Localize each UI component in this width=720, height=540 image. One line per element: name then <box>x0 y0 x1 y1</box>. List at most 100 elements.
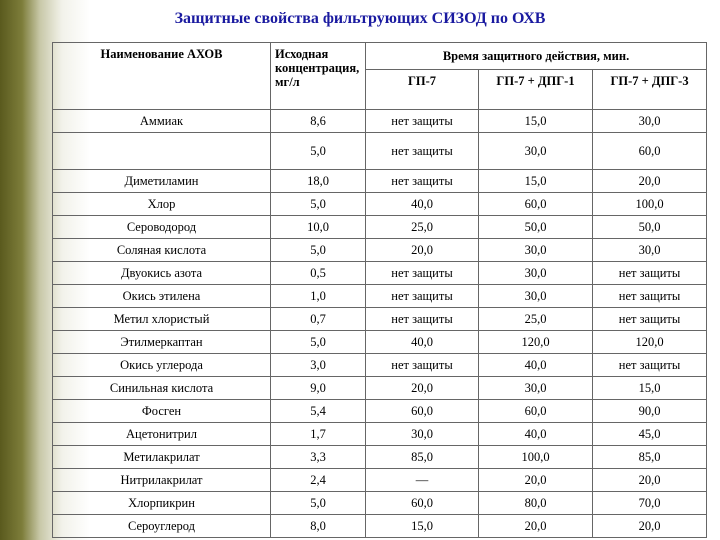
cell-name: Аммиак <box>52 109 271 133</box>
cell-gp7: нет защиты <box>365 307 479 331</box>
cell-concentration: 8,0 <box>270 514 366 538</box>
cell-gp7: 15,0 <box>365 514 479 538</box>
cell-gp7-dpg3: 20,0 <box>591 468 708 492</box>
table-row: Сероуглерод 8,0 15,0 20,0 20,0 <box>52 514 708 538</box>
table-row: Окись этилена 1,0 нет защиты 30,0 нет защиты <box>52 284 708 308</box>
cell-gp7: 60,0 <box>365 399 479 423</box>
cell-gp7-dpg1: 80,0 <box>478 491 593 515</box>
cell-name: Ацетонитрил <box>52 422 271 446</box>
cell-concentration: 9,0 <box>270 376 366 400</box>
cell-concentration: 18,0 <box>270 169 366 193</box>
cell-name: Окись этилена <box>52 284 271 308</box>
cell-gp7-dpg1: 15,0 <box>478 169 593 193</box>
cell-name: Соляная кислота <box>52 238 271 262</box>
table-row: Нитрилакрилат 2,4—20,0 20,0 <box>52 468 708 492</box>
table-row: Сероводород 10,0 25,0 50,0 50,0 <box>52 215 708 239</box>
cell-concentration: 0,7 <box>270 307 366 331</box>
table-row: Этилмеркаптан 5,0 40,0 120,0 120,0 <box>52 330 708 354</box>
table-row: Диметиламин 18,0 нет защиты 15,0 20,0 <box>52 169 708 193</box>
cell-gp7: 40,0 <box>365 192 479 216</box>
cell-gp7: 20,0 <box>365 238 479 262</box>
cell-gp7: — <box>365 468 479 492</box>
cell-name: Сероводород <box>52 215 271 239</box>
cell-gp7: 40,0 <box>365 330 479 354</box>
cell-concentration: 5,0 <box>270 132 366 170</box>
page-title: Защитные свойства фильтрующих СИЗОД по О… <box>174 10 546 27</box>
cell-gp7-dpg1: 30,0 <box>478 261 593 285</box>
cell-gp7: 85,0 <box>365 445 479 469</box>
cell-gp7: 60,0 <box>365 491 479 515</box>
cell-name: Хлорпикрин <box>52 491 271 515</box>
cell-gp7-dpg3: 50,0 <box>591 215 708 239</box>
cell-name: Двуокись азота <box>52 261 271 285</box>
cell-gp7-dpg1: 20,0 <box>478 468 593 492</box>
cell-gp7: нет защиты <box>365 261 479 285</box>
cell-gp7-dpg1: 60,0 <box>478 192 593 216</box>
cell-concentration: 0,5 <box>270 261 366 285</box>
cell-gp7-dpg3: 90,0 <box>591 399 708 423</box>
cell-gp7: 20,0 <box>365 376 479 400</box>
table-row: Синильная кислота 9,0 20,0 30,0 15,0 <box>52 376 708 400</box>
cell-gp7: 30,0 <box>365 422 479 446</box>
table-row: Двуокись азота 0,5 нет защиты 30,0 нет защит… <box>52 261 708 285</box>
table-row: Аммиак 8,6 нет защиты 15,0 30,0 <box>52 109 708 133</box>
cell-gp7-dpg3: 120,0 <box>591 330 708 354</box>
cell-gp7-dpg1: 40,0 <box>478 422 593 446</box>
header-gp7-dpg3: ГП-7 + ДПГ-3 <box>591 69 708 110</box>
cell-gp7-dpg1: 25,0 <box>478 307 593 331</box>
cell-name: Сероуглерод <box>52 514 271 538</box>
cell-concentration: 5,0 <box>270 192 366 216</box>
cell-gp7: нет защиты <box>365 169 479 193</box>
cell-gp7-dpg1: 40,0 <box>478 353 593 377</box>
table-row: Соляная кислота 5,0 20,0 30,0 30,0 <box>52 238 708 262</box>
cell-name: Синильная кислота <box>52 376 271 400</box>
cell-gp7-dpg1: 15,0 <box>478 109 593 133</box>
cell-concentration: 1,7 <box>270 422 366 446</box>
header-gp7: ГП-7 <box>365 69 479 110</box>
cell-gp7-dpg1: 30,0 <box>478 376 593 400</box>
cell-name: Метилакрилат <box>52 445 271 469</box>
header-concentration: Исходная концентрация, мг/л <box>270 42 366 110</box>
cell-gp7: 25,0 <box>365 215 479 239</box>
cell-concentration: 5,0 <box>270 491 366 515</box>
cell-gp7-dpg3: 20,0 <box>591 514 708 538</box>
table-row: Фосген 5,4 60,0 60,0 90,0 <box>52 399 708 423</box>
cell-gp7-dpg3: 60,0 <box>591 132 708 170</box>
cell-gp7-dpg1: 100,0 <box>478 445 593 469</box>
cell-concentration: 5,0 <box>270 238 366 262</box>
table-row: Окись углерода 3,0 нет защиты 40,0 нет защит… <box>52 353 708 377</box>
cell-name: Метил хлористый <box>52 307 271 331</box>
table-row: Метилакрилат 3,3 85,0 100,0 85,0 <box>52 445 708 469</box>
protection-table: Наименование АХОВ Исходная концентрация,… <box>52 41 708 538</box>
cell-name: Нитрилакрилат <box>52 468 271 492</box>
cell-gp7-dpg1: 30,0 <box>478 132 593 170</box>
cell-gp7-dpg3: 70,0 <box>591 491 708 515</box>
cell-gp7-dpg1: 60,0 <box>478 399 593 423</box>
table-row: Хлорпикрин 5,0 60,0 80,0 70,0 <box>52 491 708 515</box>
cell-gp7-dpg3: 85,0 <box>591 445 708 469</box>
cell-gp7-dpg1: 20,0 <box>478 514 593 538</box>
cell-name <box>52 132 271 170</box>
cell-concentration: 3,3 <box>270 445 366 469</box>
cell-concentration: 5,4 <box>270 399 366 423</box>
cell-name: Окись углерода <box>52 353 271 377</box>
cell-gp7: нет защиты <box>365 284 479 308</box>
cell-concentration: 5,0 <box>270 330 366 354</box>
cell-concentration: 3,0 <box>270 353 366 377</box>
cell-gp7-dpg1: 120,0 <box>478 330 593 354</box>
cell-gp7-dpg3: нет защиты <box>591 307 708 331</box>
table-row: Ацетонитрил 1,7 30,0 40,0 45,0 <box>52 422 708 446</box>
cell-gp7-dpg3: 30,0 <box>591 109 708 133</box>
cell-concentration: 8,6 <box>270 109 366 133</box>
header-time: Время защитного действия, мин. <box>364 41 708 71</box>
cell-gp7-dpg1: 30,0 <box>478 238 593 262</box>
cell-concentration: 2,4 <box>270 468 366 492</box>
cell-gp7: нет защиты <box>365 353 479 377</box>
table-row: Метил хлористый 0,7 нет защиты 25,0 нет защи… <box>52 307 708 331</box>
cell-gp7-dpg3: 30,0 <box>591 238 708 262</box>
cell-concentration: 1,0 <box>270 284 366 308</box>
cell-gp7-dpg3: нет защиты <box>591 284 708 308</box>
cell-gp7-dpg3: 45,0 <box>591 422 708 446</box>
header-name: Наименование АХОВ <box>52 42 271 110</box>
cell-gp7-dpg1: 30,0 <box>478 284 593 308</box>
